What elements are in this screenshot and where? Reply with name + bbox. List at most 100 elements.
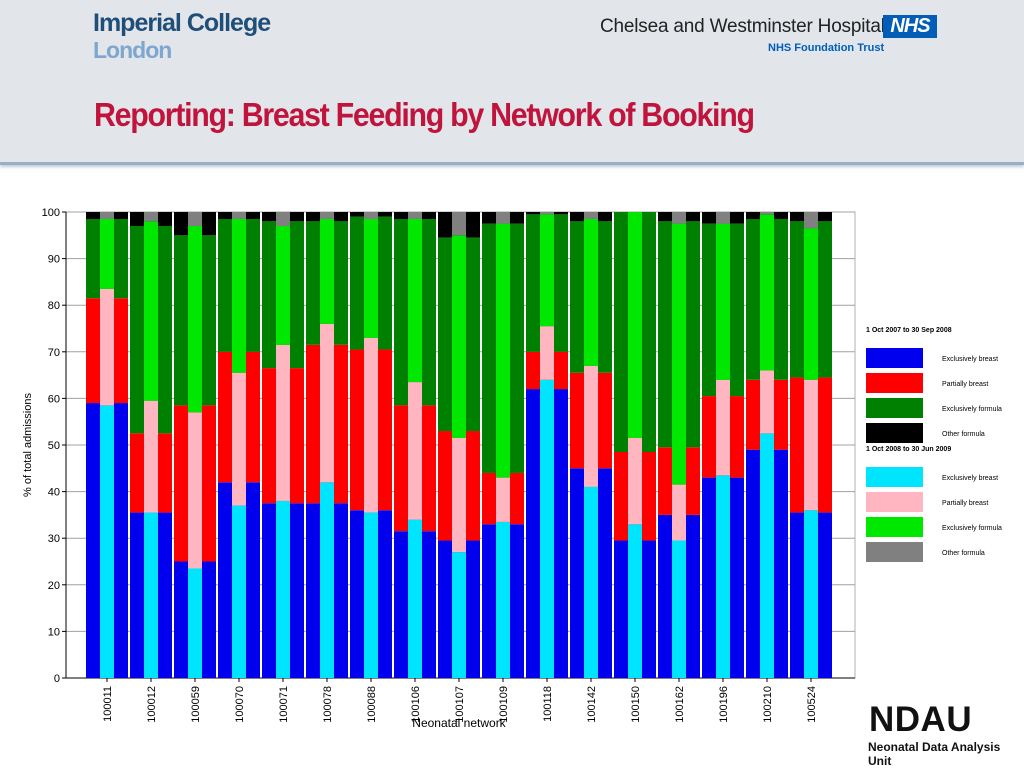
bar-segment [760,212,774,215]
x-tick-label: 100011 [102,686,114,722]
legend-swatch [866,423,923,443]
bar-segment [100,288,114,406]
bar-segment [144,212,158,222]
x-tick-label: 100142 [586,686,598,723]
legend-label: Other formula [942,431,985,438]
x-tick-label: 100196 [718,686,730,723]
bar-segment [408,382,422,520]
legend-swatch [866,398,923,418]
legend-period-title: 1 Oct 2008 to 30 Jun 2009 [866,446,951,453]
legend-swatch [866,373,923,393]
y-tick-label: 20 [48,580,60,592]
bar-segment [364,337,378,513]
bar-segment [760,370,774,434]
legend-label: Exclusively formula [942,525,1002,532]
bar-segment [452,552,466,678]
bar-segment [188,568,202,678]
y-tick-label: 80 [48,300,60,312]
legend-swatch [866,517,923,537]
y-tick-label: 50 [48,440,60,452]
x-axis-title: Neonatal network [412,716,506,730]
legend-swatch [866,348,923,368]
x-tick-label: 100070 [234,686,246,723]
x-tick-label: 100106 [410,686,422,723]
bar-segment [188,212,202,226]
bar-segment [628,212,642,439]
slide-title: Reporting: Breast Feeding by Network of … [94,96,755,133]
bar-segment [232,218,246,373]
bar-segment [584,218,598,366]
bar-segment [408,519,422,678]
x-tick-label: 100150 [630,686,642,723]
bar-segment [364,218,378,338]
legend-label: Exclusively breast [942,475,998,482]
bar-segment [276,500,290,678]
x-tick-label: 100524 [806,686,818,723]
bar-segment [540,379,554,678]
bar-segment [672,484,686,541]
x-tick-label: 100078 [322,686,334,723]
y-tick-label: 70 [48,347,60,359]
bar-segment [584,365,598,487]
y-tick-label: 0 [54,673,60,685]
nhs-trust-name: NHS Foundation Trust [768,42,885,54]
y-tick-label: 90 [48,254,60,266]
ndau-subtitle: Neonatal Data Analysis Unit [868,740,1001,768]
bar-segment [628,524,642,678]
bar-segment [716,223,730,380]
legend-label: Other formula [942,550,985,557]
bar-segment [804,510,818,678]
bar-segment [672,540,686,678]
bar-segment [320,212,334,219]
y-tick-label: 100 [42,207,60,219]
bar-segment [804,228,818,380]
bar-segment [100,212,114,219]
nhs-logo: NHS [883,15,937,38]
bar-segment [320,482,334,678]
bar-segment [760,433,774,678]
bar-segment [144,512,158,678]
bar-segment [276,225,290,345]
bar-segment [276,212,290,226]
legend-swatch [866,467,923,487]
x-tick-label: 100109 [498,686,510,723]
bar-segment [496,223,510,478]
bar-segment [364,512,378,678]
legend-label: Exclusively formula [942,406,1002,413]
legend-swatch [866,492,923,512]
x-tick-label: 100012 [146,686,158,723]
bar-segment [408,218,422,383]
bar-segment [584,212,598,219]
bar-segment [496,212,510,224]
bar-segment [188,412,202,569]
x-tick-label: 100162 [674,686,686,723]
legend-swatch [866,542,923,562]
x-tick-label: 100059 [190,686,202,723]
bar-segment [804,379,818,511]
bar-segment [364,212,378,219]
bar-segment [188,225,202,413]
bar-segment [540,212,554,215]
y-tick-label: 60 [48,393,60,405]
bar-segment [584,486,598,678]
y-tick-label: 10 [48,626,60,638]
ndau-logo: NDAU [869,700,973,739]
legend-period-title: 1 Oct 2007 to 30 Sep 2008 [866,327,952,334]
bar-segment [452,212,466,236]
imperial-college-logo: Imperial College [93,9,271,37]
bar-segment [496,521,510,678]
bar-segment [408,212,422,219]
bar-segment [320,218,334,324]
bar-segment [540,214,554,327]
bar-segment [672,212,686,224]
bar-segment [144,400,158,513]
x-tick-label: 100088 [366,686,378,723]
bar-segment [672,223,686,485]
imperial-college-logo-london: London [93,37,172,63]
bar-segment [716,475,730,678]
x-tick-label: 100107 [454,686,466,723]
bar-segment [540,326,554,380]
bar-segment [144,221,158,401]
bar-segment [320,323,334,483]
y-tick-label: 40 [48,487,60,499]
